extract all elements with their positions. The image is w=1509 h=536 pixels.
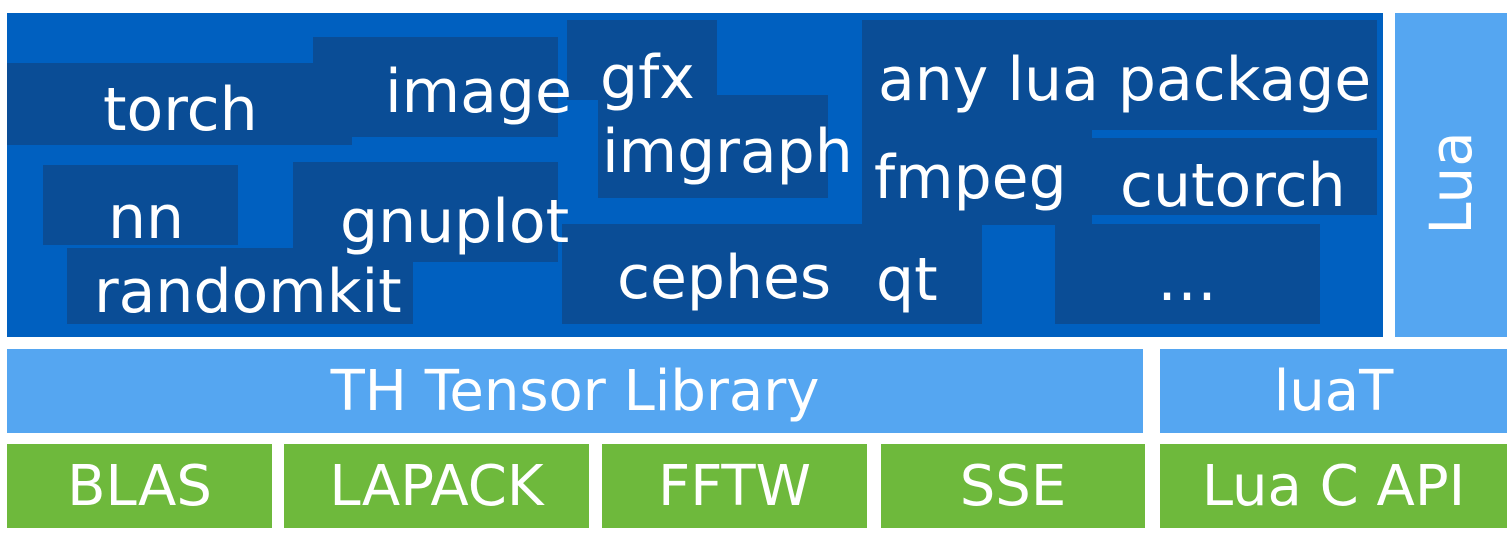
fftw-label: FFTW: [657, 453, 811, 519]
block-gnuplot: [293, 162, 558, 262]
block-qt: [857, 224, 982, 324]
sse-box: SSE: [881, 444, 1145, 528]
block-any-lua-package: [862, 20, 1377, 130]
label-ellipsis: …: [1157, 245, 1217, 315]
lua-label: Lua: [1417, 131, 1485, 235]
block-cutorch: [1092, 138, 1377, 215]
block-fmpeg: [862, 130, 1092, 225]
fftw-box: FFTW: [602, 444, 867, 528]
label-qt: qt: [876, 245, 938, 315]
luaT-bar: luaT: [1160, 349, 1507, 433]
blas-label: BLAS: [67, 453, 212, 519]
label-gnuplot: gnuplot: [340, 187, 570, 257]
label-image: image: [385, 57, 572, 127]
lapack-label: LAPACK: [329, 453, 544, 519]
lua-bar: Lua: [1395, 13, 1507, 337]
label-any-lua-package: any lua package: [878, 45, 1372, 115]
lapack-box: LAPACK: [284, 444, 589, 528]
luaT-label: luaT: [1273, 358, 1394, 424]
lua-c-api-box: Lua C API: [1160, 444, 1507, 528]
block-gfx: [567, 20, 717, 100]
label-randomkit: randomkit: [94, 257, 402, 327]
label-cephes: cephes: [617, 243, 832, 313]
label-fmpeg: fmpeg: [874, 143, 1067, 213]
label-gfx: gfx: [600, 43, 695, 113]
label-cutorch: cutorch: [1120, 151, 1346, 221]
block-cephes: [562, 224, 857, 324]
label-nn: nn: [108, 183, 185, 253]
blas-box: BLAS: [7, 444, 272, 528]
block-image: [313, 37, 558, 137]
block-torch: [7, 63, 352, 145]
label-torch: torch: [103, 75, 258, 145]
sse-label: SSE: [959, 453, 1067, 519]
th-tensor-library-label: TH Tensor Library: [330, 358, 820, 424]
th-tensor-library-bar: TH Tensor Library: [7, 349, 1143, 433]
block-imgraph: [598, 95, 828, 198]
block-randomkit: [67, 248, 413, 324]
label-imgraph: imgraph: [602, 117, 853, 187]
lua-c-api-label: Lua C API: [1201, 453, 1466, 519]
block-nn: [43, 165, 238, 245]
block-ellipsis: [1055, 224, 1320, 324]
